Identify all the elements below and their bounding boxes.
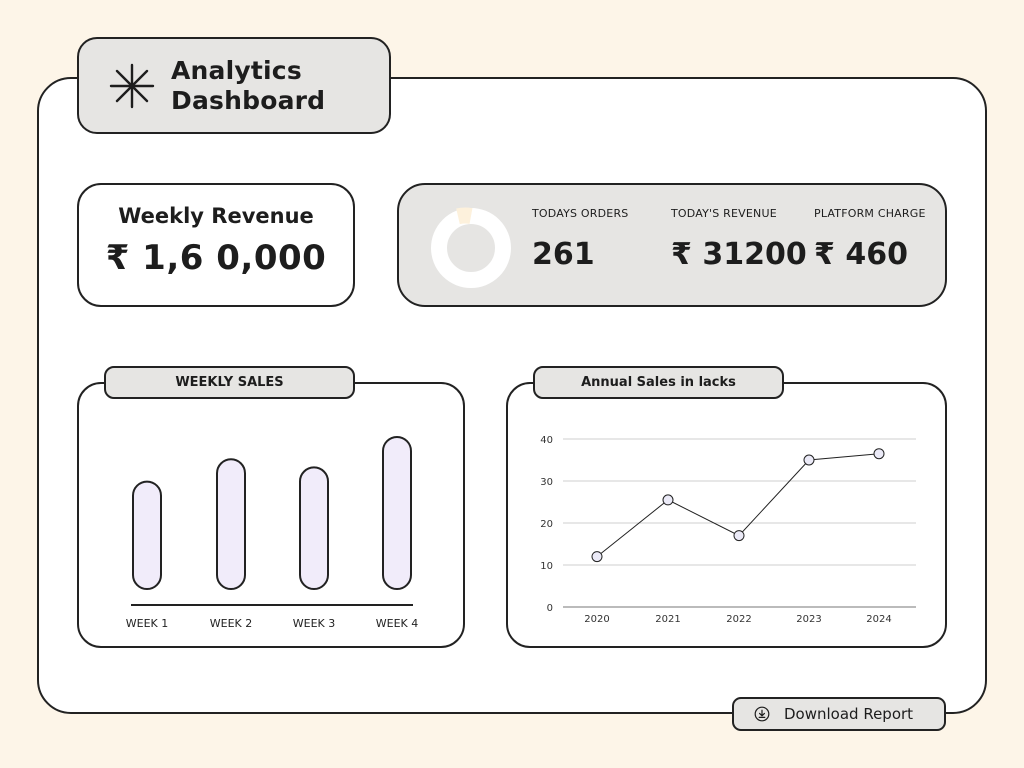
x-tick-label: 2023 [796, 614, 821, 625]
x-tick-label: WEEK 4 [376, 617, 419, 630]
x-tick-label: 2021 [655, 614, 680, 625]
todays-revenue-value: ₹ 31200 [671, 237, 807, 272]
bar-week-2 [216, 458, 246, 590]
x-tick-label: WEEK 1 [126, 617, 169, 630]
bar-week-1 [132, 480, 162, 590]
y-tick-label: 0 [547, 603, 553, 614]
weekly-sales-chart: WEEK 1 WEEK 2 WEEK 3 WEEK 4 [126, 436, 419, 630]
asterisk-icon [109, 63, 155, 108]
bar-week-4 [382, 436, 412, 590]
y-tick-label: 10 [540, 561, 553, 572]
title-tab: Analytics Dashboard [77, 37, 391, 134]
data-point-2023 [803, 454, 815, 466]
weekly-revenue-card: Weekly Revenue ₹ 1,6 0,000 [77, 183, 355, 307]
todays-orders-value: 261 [532, 237, 595, 272]
page-title: Analytics Dashboard [171, 55, 326, 115]
data-point-2022 [733, 530, 745, 542]
today-stats-card: TODAYS ORDERS 261 TODAY'S REVENUE ₹ 3120… [397, 183, 947, 307]
x-tick-label: WEEK 3 [293, 617, 336, 630]
data-point-2024 [873, 448, 885, 460]
annual-sales-chart: 0 10 20 30 40 2020 2021 2022 2023 2024 [540, 435, 916, 625]
todays-revenue-label: TODAY'S REVENUE [671, 207, 777, 220]
todays-orders-stat: TODAYS ORDERS 261 [532, 207, 628, 272]
data-point-2020 [591, 551, 603, 563]
weekly-revenue-value: ₹ 1,6 0,000 [105, 238, 327, 278]
y-tick-label: 20 [540, 519, 553, 530]
weekly-sales-card: WEEK 1 WEEK 2 WEEK 3 WEEK 4 [77, 382, 465, 648]
donut-chart-icon [431, 207, 511, 288]
annual-sales-title: Annual Sales in lacks [533, 366, 784, 399]
x-tick-label: WEEK 2 [210, 617, 253, 630]
x-tick-label: 2020 [584, 614, 609, 625]
sales-line [596, 453, 880, 557]
y-tick-label: 40 [540, 435, 553, 446]
platform-charge-value: ₹ 460 [814, 237, 908, 272]
todays-revenue-stat: TODAY'S REVENUE ₹ 31200 [671, 207, 807, 272]
weekly-sales-title: WEEKLY SALES [104, 366, 355, 399]
annual-sales-card: 0 10 20 30 40 2020 2021 2022 2023 2024 [506, 382, 947, 648]
platform-charge-stat: PLATFORM CHARGE ₹ 460 [814, 207, 926, 272]
download-report-button[interactable]: Download Report [732, 697, 946, 731]
download-icon [754, 706, 770, 722]
platform-charge-label: PLATFORM CHARGE [814, 207, 926, 220]
x-tick-label: 2022 [726, 614, 751, 625]
weekly-revenue-label: Weekly Revenue [118, 204, 314, 228]
bar-week-3 [299, 466, 329, 590]
download-report-label: Download Report [784, 705, 914, 723]
x-tick-label: 2024 [866, 614, 891, 625]
todays-orders-label: TODAYS ORDERS [532, 207, 629, 220]
data-point-2021 [662, 494, 674, 506]
y-tick-label: 30 [540, 477, 553, 488]
